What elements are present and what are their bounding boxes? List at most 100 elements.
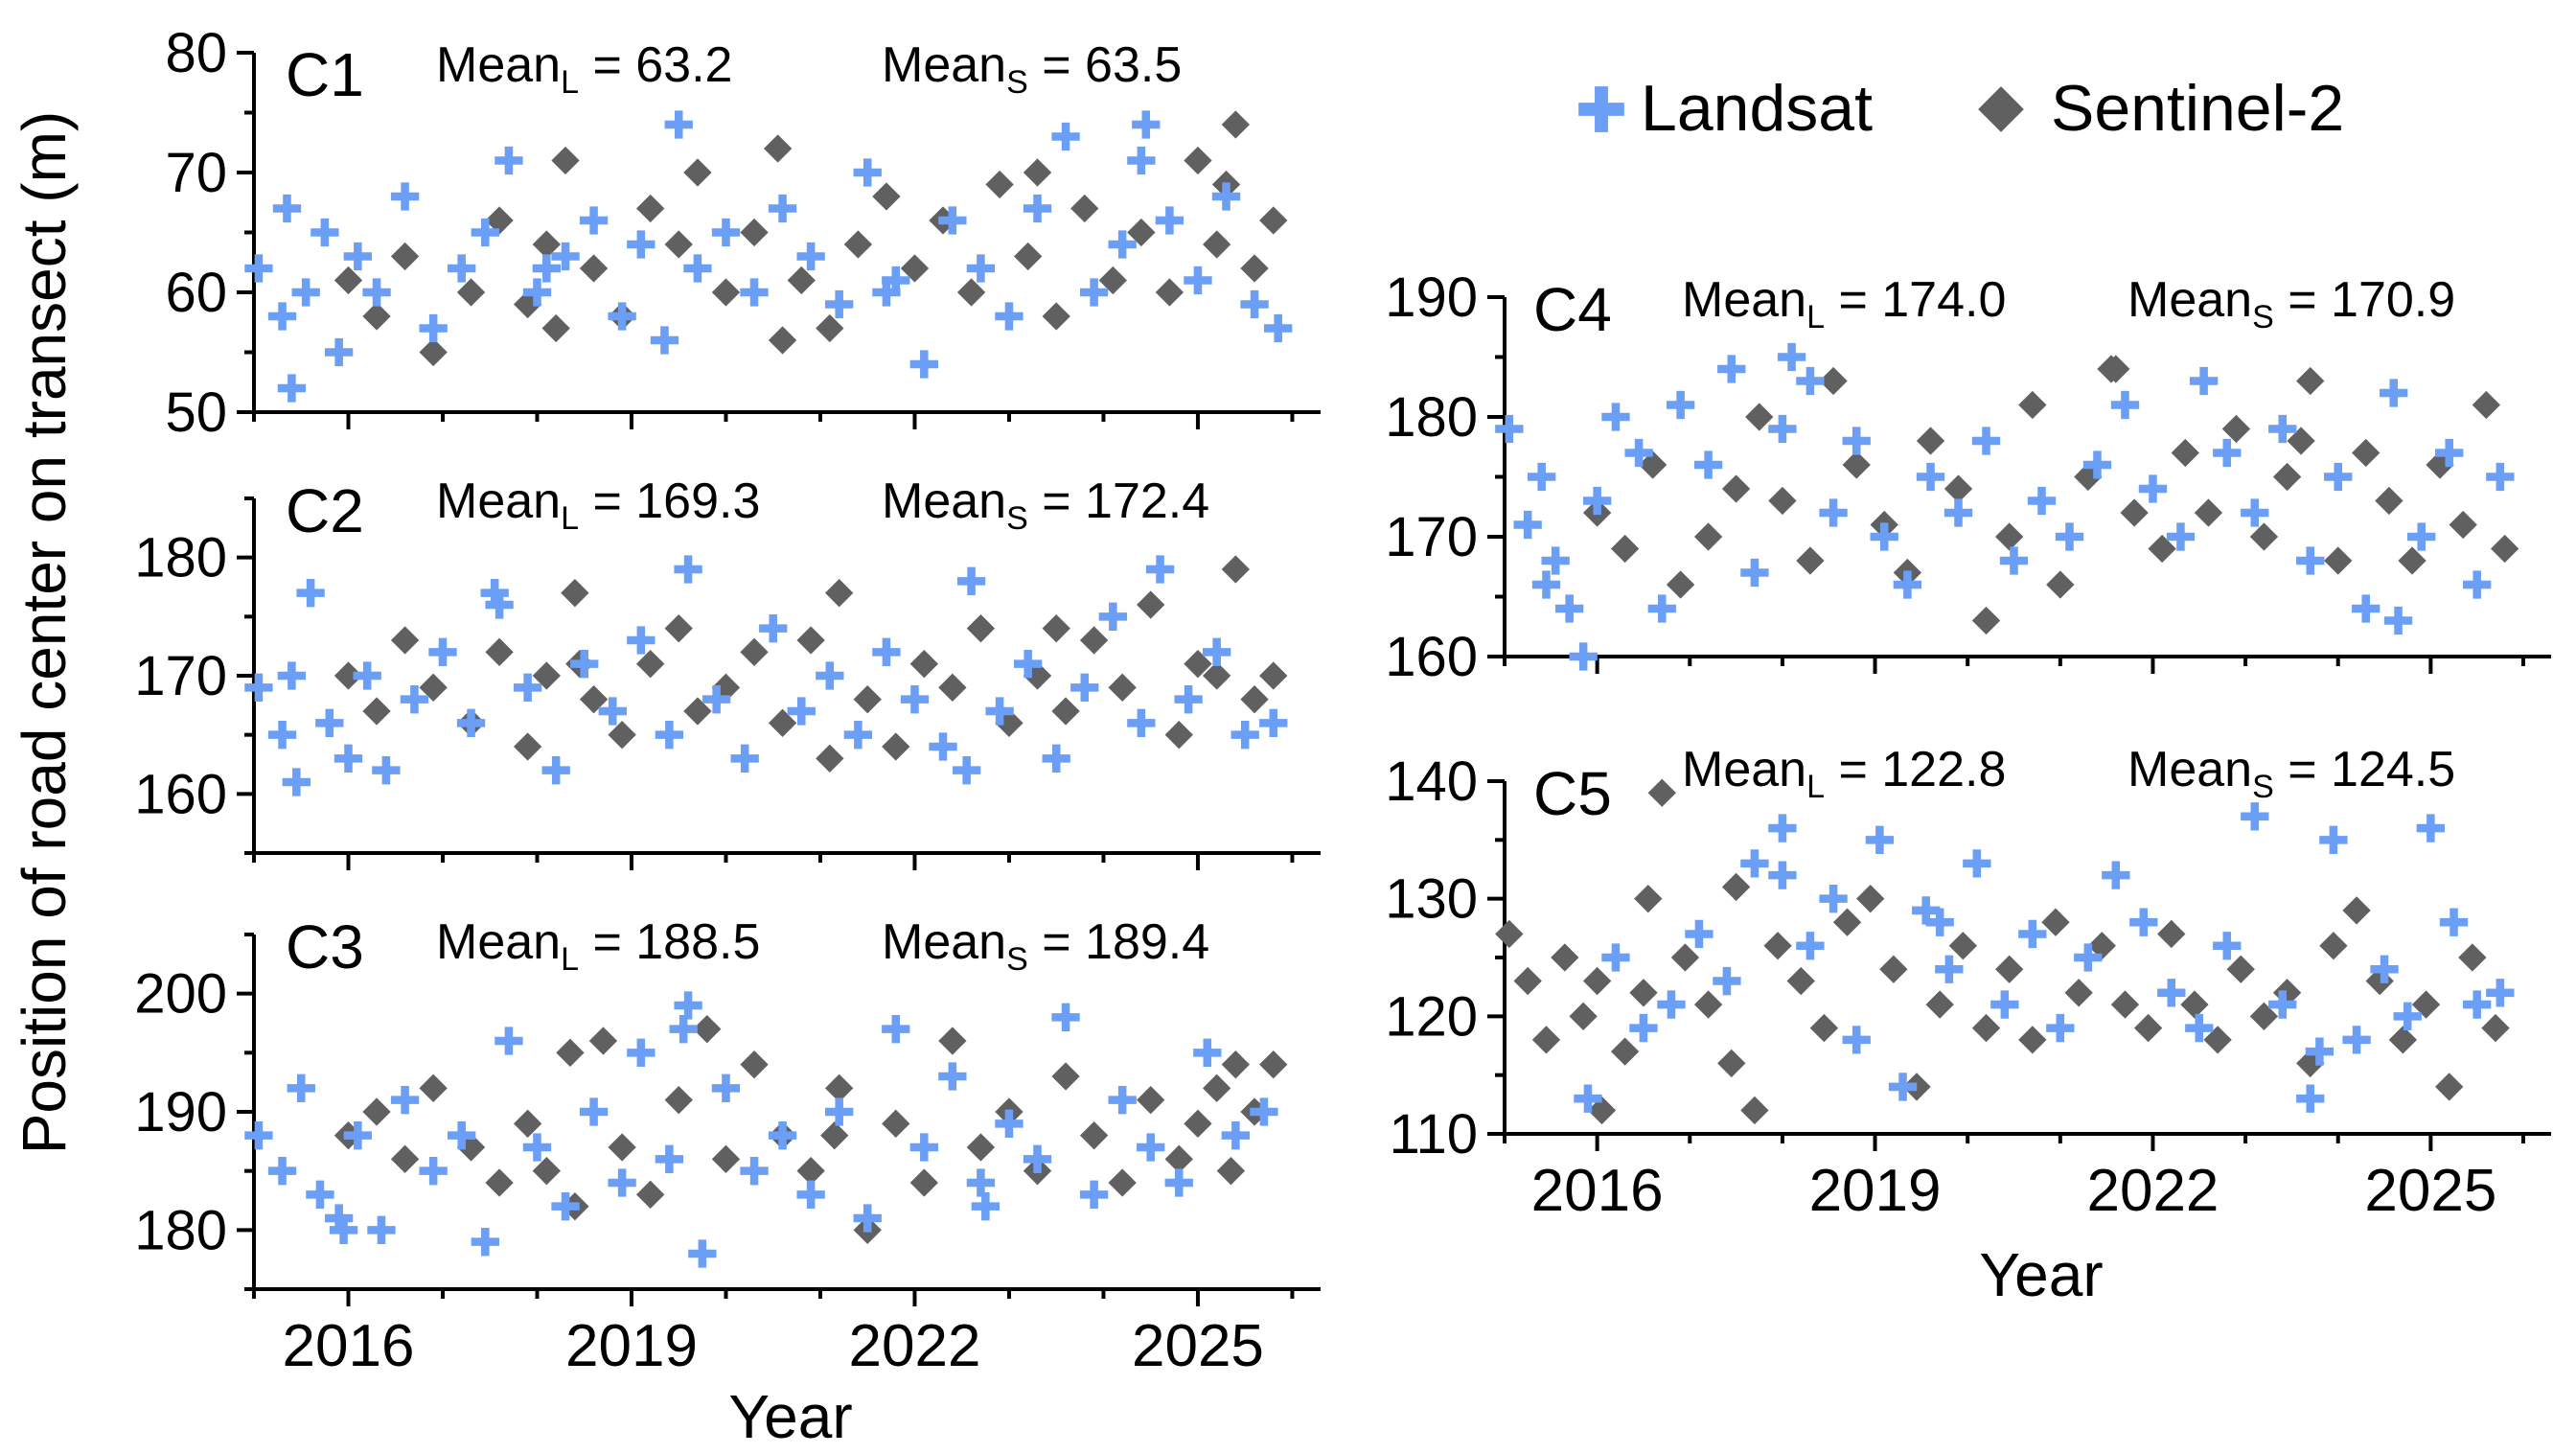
y-tick-label: 140: [1385, 750, 1478, 813]
landsat-point: [267, 1157, 297, 1186]
mean-landsat-annotation: MeanL = 174.0: [1682, 272, 2006, 335]
landsat-point: [655, 1144, 684, 1173]
sentinel-point: [636, 194, 665, 223]
landsat-point: [1666, 390, 1695, 420]
landsat-point: [1127, 146, 1156, 175]
mean-sentinel-subscript: S: [1006, 64, 1028, 101]
sentinel-point: [966, 614, 996, 643]
y-tick-label: 200: [134, 963, 227, 1026]
sentinel-point: [1971, 606, 2001, 635]
sentinel-point: [956, 278, 986, 307]
landsat-point: [740, 1157, 769, 1186]
sentinel-point: [1079, 1121, 1109, 1150]
mean-landsat-word: Mean: [436, 37, 561, 93]
sentinel-point: [2110, 990, 2140, 1019]
landsat-point: [971, 1192, 1000, 1221]
sentinel-point: [334, 265, 363, 295]
y-tick-label: 170: [1385, 506, 1478, 568]
landsat-point: [2157, 979, 2186, 1007]
x-tick-label: 2025: [1132, 1313, 1264, 1379]
sentinel-point: [1721, 474, 1751, 503]
landsat-point: [796, 1180, 825, 1209]
landsat-point: [796, 242, 825, 271]
landsat-point: [1740, 849, 1769, 878]
mean-sentinel-word: Mean: [2128, 742, 2252, 797]
sentinel-point: [2342, 896, 2371, 925]
landsat-point: [2324, 462, 2353, 492]
sentinel-point: [2018, 390, 2047, 420]
sentinel-point: [2272, 462, 2302, 492]
sentinel-point: [2319, 932, 2348, 960]
y-tick-label: 180: [134, 1199, 227, 1261]
sentinel-point: [796, 626, 825, 655]
landsat-point: [1098, 602, 1127, 631]
landsat-point: [456, 708, 486, 737]
sentinel-point: [966, 1133, 996, 1162]
mean-landsat-word: Mean: [1682, 742, 1806, 797]
landsat-point: [471, 1228, 499, 1257]
y-tick-label: 120: [1385, 985, 1478, 1048]
sentinel-point: [787, 265, 816, 295]
sentinel-point: [419, 337, 448, 367]
landsat-point: [2296, 546, 2325, 575]
landsat-point: [1042, 744, 1070, 773]
legend-sentinel-label: Sentinel-2: [2051, 72, 2344, 145]
mean-sentinel-value: = 172.4: [1028, 473, 1209, 529]
landsat-point: [938, 1062, 967, 1091]
y-tick-label: 170: [134, 645, 227, 707]
sentinel-point: [1717, 1049, 1746, 1078]
landsat-point: [2055, 522, 2084, 551]
landsat-point: [825, 289, 854, 319]
y-tick-label: 180: [1385, 386, 1478, 449]
sentinel-point: [2324, 546, 2353, 575]
mean-landsat-subscript: L: [1806, 299, 1825, 335]
landsat-point: [494, 1027, 523, 1055]
sentinel-point: [2046, 570, 2075, 599]
landsat-point: [909, 1133, 938, 1162]
landsat-point: [1768, 861, 1797, 889]
landsat-point: [1554, 594, 1584, 623]
y-tick-label: 190: [1385, 266, 1478, 329]
mean-landsat-annotation: MeanL = 122.8: [1682, 742, 2006, 805]
sentinel-point: [2375, 486, 2404, 516]
y-tick-label: 160: [134, 763, 227, 825]
landsat-point: [1541, 546, 1570, 575]
landsat-point: [2407, 522, 2436, 551]
landsat-point: [310, 218, 339, 247]
y-tick-label: 160: [1385, 626, 1478, 688]
landsat-point: [296, 579, 325, 608]
sentinel-point: [1259, 1050, 1288, 1079]
sentinel-point: [1995, 522, 2024, 551]
landsat-point: [2110, 390, 2140, 420]
sentinel-point: [1184, 146, 1212, 175]
panel-label: C2: [286, 476, 364, 545]
landsat-point: [1145, 555, 1175, 584]
mean-landsat-annotation: MeanL = 63.2: [436, 37, 732, 101]
mean-sentinel-subscript: S: [1006, 500, 1028, 537]
landsat-point: [2486, 462, 2515, 492]
landsat-point: [1174, 685, 1203, 714]
landsat-point: [608, 1168, 636, 1197]
landsat-point: [367, 1215, 396, 1244]
sentinel-point: [2133, 1013, 2163, 1043]
x-tick-label: 2016: [283, 1313, 415, 1379]
landsat-point: [2463, 570, 2492, 599]
sentinel-point: [740, 637, 769, 666]
landsat-point: [324, 337, 354, 367]
landsat-point: [1717, 355, 1746, 383]
landsat-point: [1569, 642, 1598, 671]
landsat-point: [655, 721, 684, 750]
landsat-point: [541, 756, 570, 785]
sentinel-point: [1721, 872, 1751, 902]
landsat-point: [1023, 194, 1052, 223]
sentinel-point: [1582, 966, 1612, 996]
sentinel-point: [513, 732, 542, 761]
landsat-point: [1647, 594, 1676, 623]
landsat-point: [291, 278, 320, 307]
landsat-point: [1768, 414, 1797, 444]
sentinel-point: [1925, 990, 1954, 1019]
sentinel-point: [2398, 546, 2426, 575]
landsat-point: [2102, 861, 2130, 889]
landsat-point: [315, 708, 344, 737]
mean-landsat-subscript: L: [561, 941, 579, 978]
